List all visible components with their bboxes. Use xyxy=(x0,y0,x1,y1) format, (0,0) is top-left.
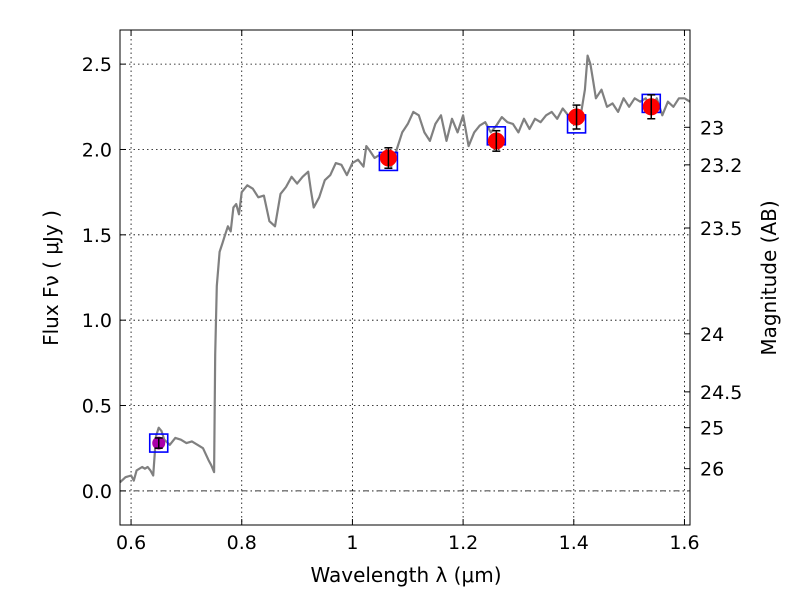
right-tick-label: 23.5 xyxy=(700,218,742,240)
y-tick-label: 1.5 xyxy=(82,225,112,247)
model-spectrum-line xyxy=(119,54,691,484)
right-tick-label: 23 xyxy=(700,117,724,139)
y-axis-label: Flux Fν ( μJy ) xyxy=(39,210,63,346)
right-tick-label: 23.2 xyxy=(700,155,742,177)
x-tick-label: 0.8 xyxy=(227,532,257,554)
x-tick-label: 0.6 xyxy=(116,532,146,554)
y-tick-label: 0.0 xyxy=(82,481,112,503)
right-tick-label: 24 xyxy=(700,324,724,346)
y-tick-label: 2.0 xyxy=(82,139,112,161)
x-axis-label: Wavelength λ (μm) xyxy=(310,563,501,587)
right-tick-label: 25 xyxy=(700,418,724,440)
x-tick-label: 1 xyxy=(346,532,358,554)
plot-frame xyxy=(119,29,691,526)
model-photometry-square xyxy=(148,433,169,453)
y-tick-label: 0.5 xyxy=(82,396,112,418)
right-axis-label: Magnitude (AB) xyxy=(757,200,781,355)
axis-ticks: 0.6 0.8 1 1.2 1.4 1.6 0.0 0.5 1.0 1.5 2.0 2.5 23 23.2… xyxy=(82,30,742,554)
x-tick-label: 1.2 xyxy=(448,532,478,554)
y-tick-label: 1.0 xyxy=(82,310,112,332)
x-tick-label: 1.6 xyxy=(669,532,699,554)
grid xyxy=(120,30,690,525)
x-tick-label: 1.4 xyxy=(559,532,589,554)
right-tick-label: 26 xyxy=(700,459,724,481)
photometry-points xyxy=(148,93,662,453)
y-tick-label: 2.5 xyxy=(82,54,112,76)
right-tick-label: 24.5 xyxy=(700,382,742,404)
